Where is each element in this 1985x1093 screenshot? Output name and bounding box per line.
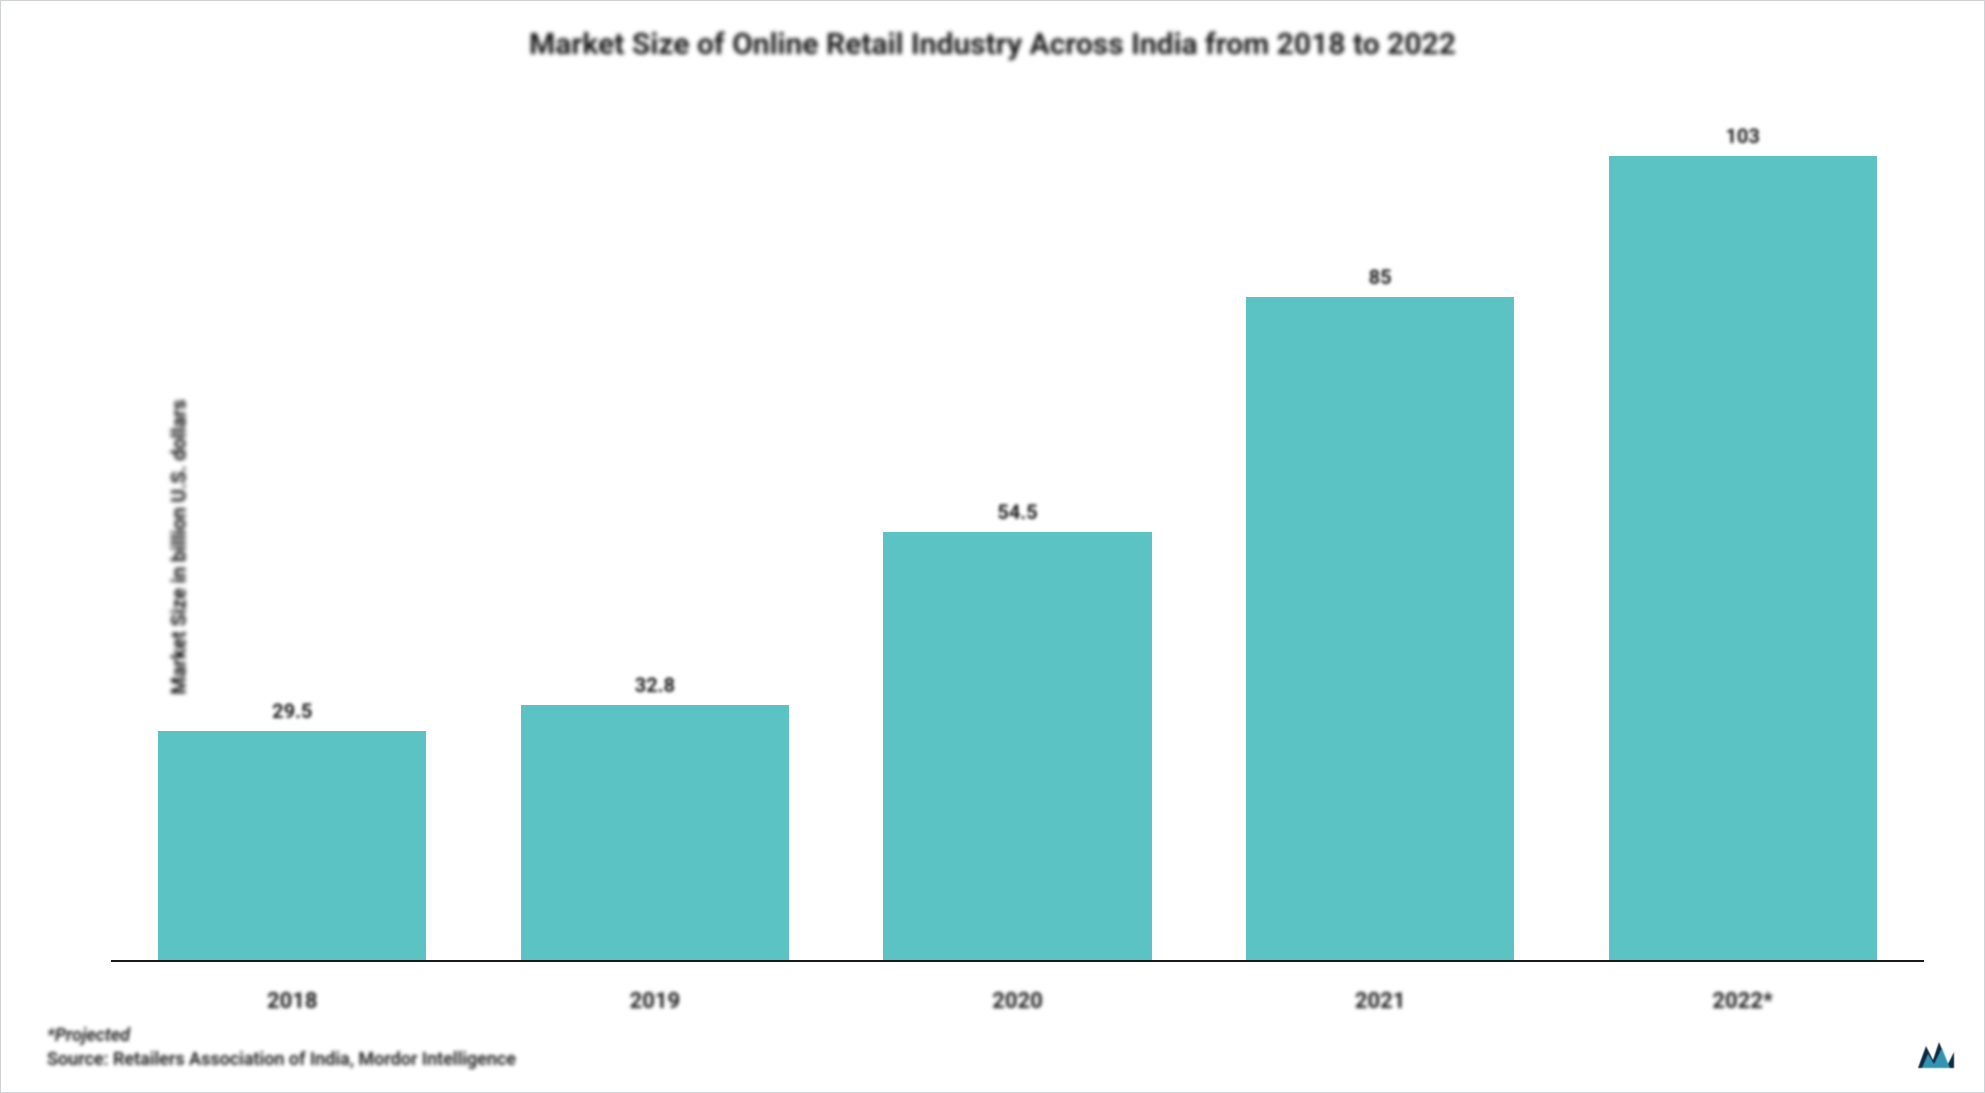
bar-slot: 85 xyxy=(1199,101,1562,962)
bar-slot: 32.8 xyxy=(474,101,837,962)
source-note: Source: Retailers Association of India, … xyxy=(47,1049,516,1070)
bars-row: 29.5 32.8 54.5 85 103 xyxy=(111,101,1924,962)
bar xyxy=(521,705,789,962)
x-tick-label: 2021 xyxy=(1199,989,1562,1014)
x-tick-label: 2018 xyxy=(111,989,474,1014)
bar xyxy=(158,731,426,962)
bar-slot: 29.5 xyxy=(111,101,474,962)
chart-container: Market Size of Online Retail Industry Ac… xyxy=(0,0,1985,1093)
x-tick-label: 2020 xyxy=(836,989,1199,1014)
bar xyxy=(1609,156,1877,962)
bar-value-label: 85 xyxy=(1369,265,1392,289)
projected-footnote: *Projected xyxy=(47,1025,130,1046)
bar-slot: 54.5 xyxy=(836,101,1199,962)
bar-value-label: 54.5 xyxy=(997,500,1037,524)
bar-slot: 103 xyxy=(1561,101,1924,962)
x-tick-label: 2022* xyxy=(1561,989,1924,1014)
x-tick-label: 2019 xyxy=(474,989,837,1014)
x-axis-labels: 20182019202020212022* xyxy=(111,989,1924,1014)
bar-value-label: 103 xyxy=(1725,124,1759,148)
plot-area: 29.5 32.8 54.5 85 103 xyxy=(111,101,1924,962)
mordor-logo-icon xyxy=(1916,1036,1956,1070)
x-axis-baseline xyxy=(111,960,1924,962)
bar-value-label: 32.8 xyxy=(635,673,675,697)
bar xyxy=(1246,297,1514,962)
mordor-logo xyxy=(1916,1036,1956,1070)
bar xyxy=(883,532,1151,963)
chart-title: Market Size of Online Retail Industry Ac… xyxy=(1,27,1984,62)
bar-value-label: 29.5 xyxy=(272,699,312,723)
